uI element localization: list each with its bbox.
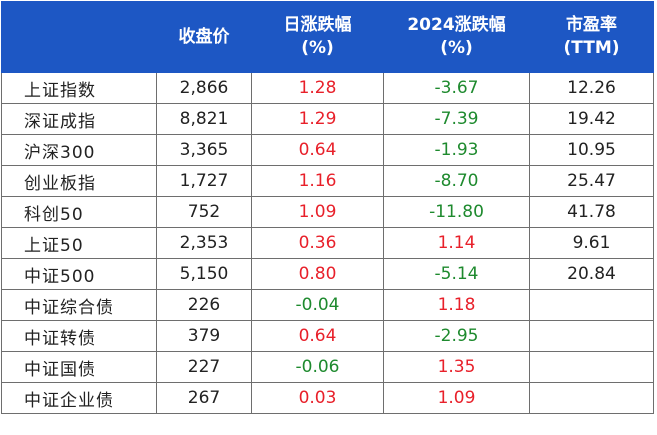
index-name: 中证综合债 [1,289,157,321]
pe-ratio: 12.26 [529,72,654,104]
table-row: 深证成指 8,821 1.29 -7.39 19.42 [1,103,654,135]
close-price: 2,353 [156,227,252,259]
daily-change: -0.06 [251,351,384,383]
index-name: 中证国债 [1,351,157,383]
close-price: 226 [156,289,252,321]
daily-change: 1.09 [251,196,384,228]
close-price: 5,150 [156,258,252,290]
header-daily-change: 日涨跌幅 (%) [251,1,384,73]
market-index-table: 收盘价 日涨跌幅 (%) 2024涨跌幅 (%) 市盈率 (TTM) 上证指数 … [1,1,654,414]
ytd-change: -7.39 [383,103,530,135]
table-header: 收盘价 日涨跌幅 (%) 2024涨跌幅 (%) 市盈率 (TTM) [1,1,654,73]
ytd-change: 1.09 [383,382,530,414]
table-row: 中证国债 227 -0.06 1.35 [1,351,654,383]
daily-change: 1.28 [251,72,384,104]
pe-ratio: 10.95 [529,134,654,166]
ytd-change: -3.67 [383,72,530,104]
ytd-change: -8.70 [383,165,530,197]
header-ytd-change-unit: (%) [440,38,473,58]
table-row: 中证500 5,150 0.80 -5.14 20.84 [1,258,654,290]
daily-change: -0.04 [251,289,384,321]
table-row: 上证指数 2,866 1.28 -3.67 12.26 [1,72,654,104]
pe-ratio: 9.61 [529,227,654,259]
ytd-change: 1.14 [383,227,530,259]
pe-ratio [529,382,654,414]
table-row: 中证转债 379 0.64 -2.95 [1,320,654,352]
header-row: 收盘价 日涨跌幅 (%) 2024涨跌幅 (%) 市盈率 (TTM) [1,1,654,73]
daily-change: 1.29 [251,103,384,135]
daily-change: 0.03 [251,382,384,414]
header-ytd-change-label: 2024涨跌幅 [407,15,506,35]
header-pe-ratio-label: 市盈率 [566,15,617,35]
header-ytd-change: 2024涨跌幅 (%) [383,1,530,73]
close-price: 2,866 [156,72,252,104]
close-price: 3,365 [156,134,252,166]
table-row: 中证综合债 226 -0.04 1.18 [1,289,654,321]
pe-ratio [529,289,654,321]
ytd-change: 1.35 [383,351,530,383]
table-row: 创业板指 1,727 1.16 -8.70 25.47 [1,165,654,197]
close-price: 267 [156,382,252,414]
pe-ratio: 19.42 [529,103,654,135]
table-row: 上证50 2,353 0.36 1.14 9.61 [1,227,654,259]
index-name: 中证转债 [1,320,157,352]
daily-change: 0.64 [251,320,384,352]
daily-change: 0.64 [251,134,384,166]
header-pe-ratio-unit: (TTM) [563,38,620,58]
index-name: 上证指数 [1,72,157,104]
header-daily-change-unit: (%) [301,38,334,58]
pe-ratio: 25.47 [529,165,654,197]
daily-change: 1.16 [251,165,384,197]
close-price: 8,821 [156,103,252,135]
ytd-change: -2.95 [383,320,530,352]
table-row: 中证企业债 267 0.03 1.09 [1,382,654,414]
close-price: 752 [156,196,252,228]
ytd-change: 1.18 [383,289,530,321]
ytd-change: -11.80 [383,196,530,228]
ytd-change: -5.14 [383,258,530,290]
index-name: 中证500 [1,258,157,290]
pe-ratio [529,320,654,352]
index-name: 科创50 [1,196,157,228]
pe-ratio: 20.84 [529,258,654,290]
index-name: 创业板指 [1,165,157,197]
ytd-change: -1.93 [383,134,530,166]
index-name: 深证成指 [1,103,157,135]
index-name: 中证企业债 [1,382,157,414]
header-pe-ratio: 市盈率 (TTM) [529,1,654,73]
header-name [1,1,157,73]
table-row: 科创50 752 1.09 -11.80 41.78 [1,196,654,228]
header-close-price: 收盘价 [156,1,252,73]
daily-change: 0.36 [251,227,384,259]
table-body: 上证指数 2,866 1.28 -3.67 12.26 深证成指 8,821 1… [1,72,654,414]
close-price: 227 [156,351,252,383]
index-name: 上证50 [1,227,157,259]
index-name: 沪深300 [1,134,157,166]
table-row: 沪深300 3,365 0.64 -1.93 10.95 [1,134,654,166]
close-price: 1,727 [156,165,252,197]
header-close-price-label: 收盘价 [178,26,230,47]
pe-ratio [529,351,654,383]
daily-change: 0.80 [251,258,384,290]
close-price: 379 [156,320,252,352]
header-daily-change-label: 日涨跌幅 [283,15,352,35]
pe-ratio: 41.78 [529,196,654,228]
